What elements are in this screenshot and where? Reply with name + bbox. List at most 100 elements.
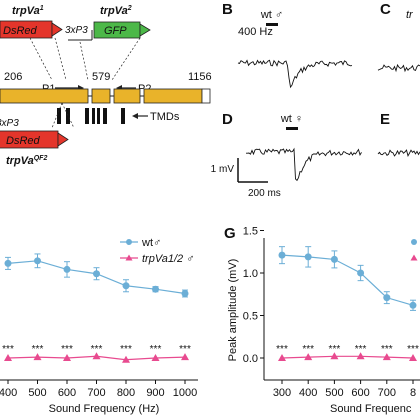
panel-b-title: wt ♂ [260,9,283,21]
x-tick-label: 700 [87,387,105,399]
construct-3-label: trpVaQF2 [6,155,47,167]
data-point [383,294,391,302]
tmd-bar [85,108,89,124]
x-tick-label: 8 [410,387,416,399]
x-tick-label: 900 [146,387,164,399]
data-point [409,354,417,361]
data-point [278,354,286,361]
significance-label: *** [381,344,393,355]
legend-label-wt: wt♂ [141,237,161,249]
significance-label: *** [276,344,288,355]
x-tick-label: 500 [325,387,343,399]
position-206: 206 [4,71,22,83]
promoter-label-top: 3xP3 [65,25,88,36]
y-tick-label: 0.0 [243,353,258,365]
construct-2-label: trpVa2 [100,5,132,17]
data-point [122,355,130,363]
panel-c: C tr [377,1,420,73]
data-point [330,255,338,263]
panel-f-legend: wt♂ trpVa1/2 ♂ [120,237,194,265]
significance-label: *** [32,344,44,355]
panel-g-legend-marker-wt [411,239,417,245]
panel-d: D wt ♀ 1 mV 200 ms [211,111,362,199]
y-tick-label: 0.5 [243,311,258,323]
x-tick-label: 400 [299,387,317,399]
x-tick-label: 600 [58,387,76,399]
significance-label: *** [91,344,103,355]
x-tick-label: 1000 [173,387,197,399]
panel-a: trpVa1 trpVa2 DsRed 3xP3 GFP 206 579 115… [0,5,212,167]
tmd-bar [97,108,100,124]
data-point [93,270,100,278]
x-tick-label: 700 [378,387,396,399]
x-tick-label: 600 [351,387,369,399]
dsred-label-top: DsRed [3,25,38,37]
promoter-label-bottom: 3xP3 [0,118,19,129]
panel-g-chart: G Peak amplitude (mV) Sound Frequenc 0.0… [224,225,420,415]
gene-exon-2 [91,88,111,104]
dash-line-3 [79,41,89,81]
trace-wt-female [246,147,362,182]
panel-b-letter: B [222,1,233,18]
scale-x-label: 200 ms [248,188,281,199]
y-tick-label: 1.5 [243,226,258,238]
scale-bar: 1 mV 200 ms [211,158,281,199]
gene-exon-1 [0,88,89,104]
trace-wt-male [237,59,353,89]
data-point [34,257,41,265]
data-point [181,290,189,297]
trace-mutant-male [377,63,420,73]
panel-e-letter: E [380,111,390,128]
data-point [409,301,417,309]
significance-label: *** [355,344,367,355]
trace-mutant-female [377,149,420,157]
tmd-markers [57,108,125,124]
data-point [63,354,71,361]
panel-g-letter: G [224,225,236,242]
tmd-bar [121,108,125,124]
gene-utr [201,88,211,104]
stim-bar-b [266,23,278,26]
data-point [122,282,130,290]
significance-label: *** [120,344,132,355]
panel-f-x-label: Sound Frequency (Hz) [49,403,160,415]
tmd-bar [57,108,61,124]
gfp-label: GFP [104,25,127,37]
data-point [330,352,339,360]
dash-line-2 [54,37,67,81]
gfp-arrow [139,23,151,37]
data-point [4,259,12,267]
data-point [152,285,159,293]
x-tick-label: 300 [273,387,291,399]
dash-line-4 [111,37,141,81]
dsred-label-bottom: DsRed [6,135,41,147]
legend-marker-wt [126,239,132,245]
data-point [304,253,312,261]
panel-d-letter: D [222,111,233,128]
dash-line-5 [51,102,63,129]
data-point [33,353,42,361]
tmds-arrowhead [132,113,138,119]
significance-label: *** [179,344,191,355]
data-point [356,352,365,360]
significance-label: *** [61,344,73,355]
significance-label: *** [302,344,314,355]
x-tick-label: 500 [28,387,46,399]
tmd-bar [92,108,95,124]
scale-y-label: 1 mV [211,164,235,175]
panel-g-x-label: Sound Frequenc [330,403,412,415]
construct-1-label: trpVa1 [12,5,44,17]
x-tick-label: 800 [117,387,135,399]
data-point [151,354,160,361]
panel-c-letter: C [380,1,391,18]
data-point [92,352,101,360]
data-point [304,353,313,361]
legend-marker-mut [125,254,133,261]
panel-e: E [377,111,420,157]
dsred-arrow-top [51,22,63,37]
stim-bar-d [286,127,298,130]
data-point [357,269,365,277]
panel-g-legend-marker-mut [410,254,418,261]
gene-exon-4 [143,88,203,104]
